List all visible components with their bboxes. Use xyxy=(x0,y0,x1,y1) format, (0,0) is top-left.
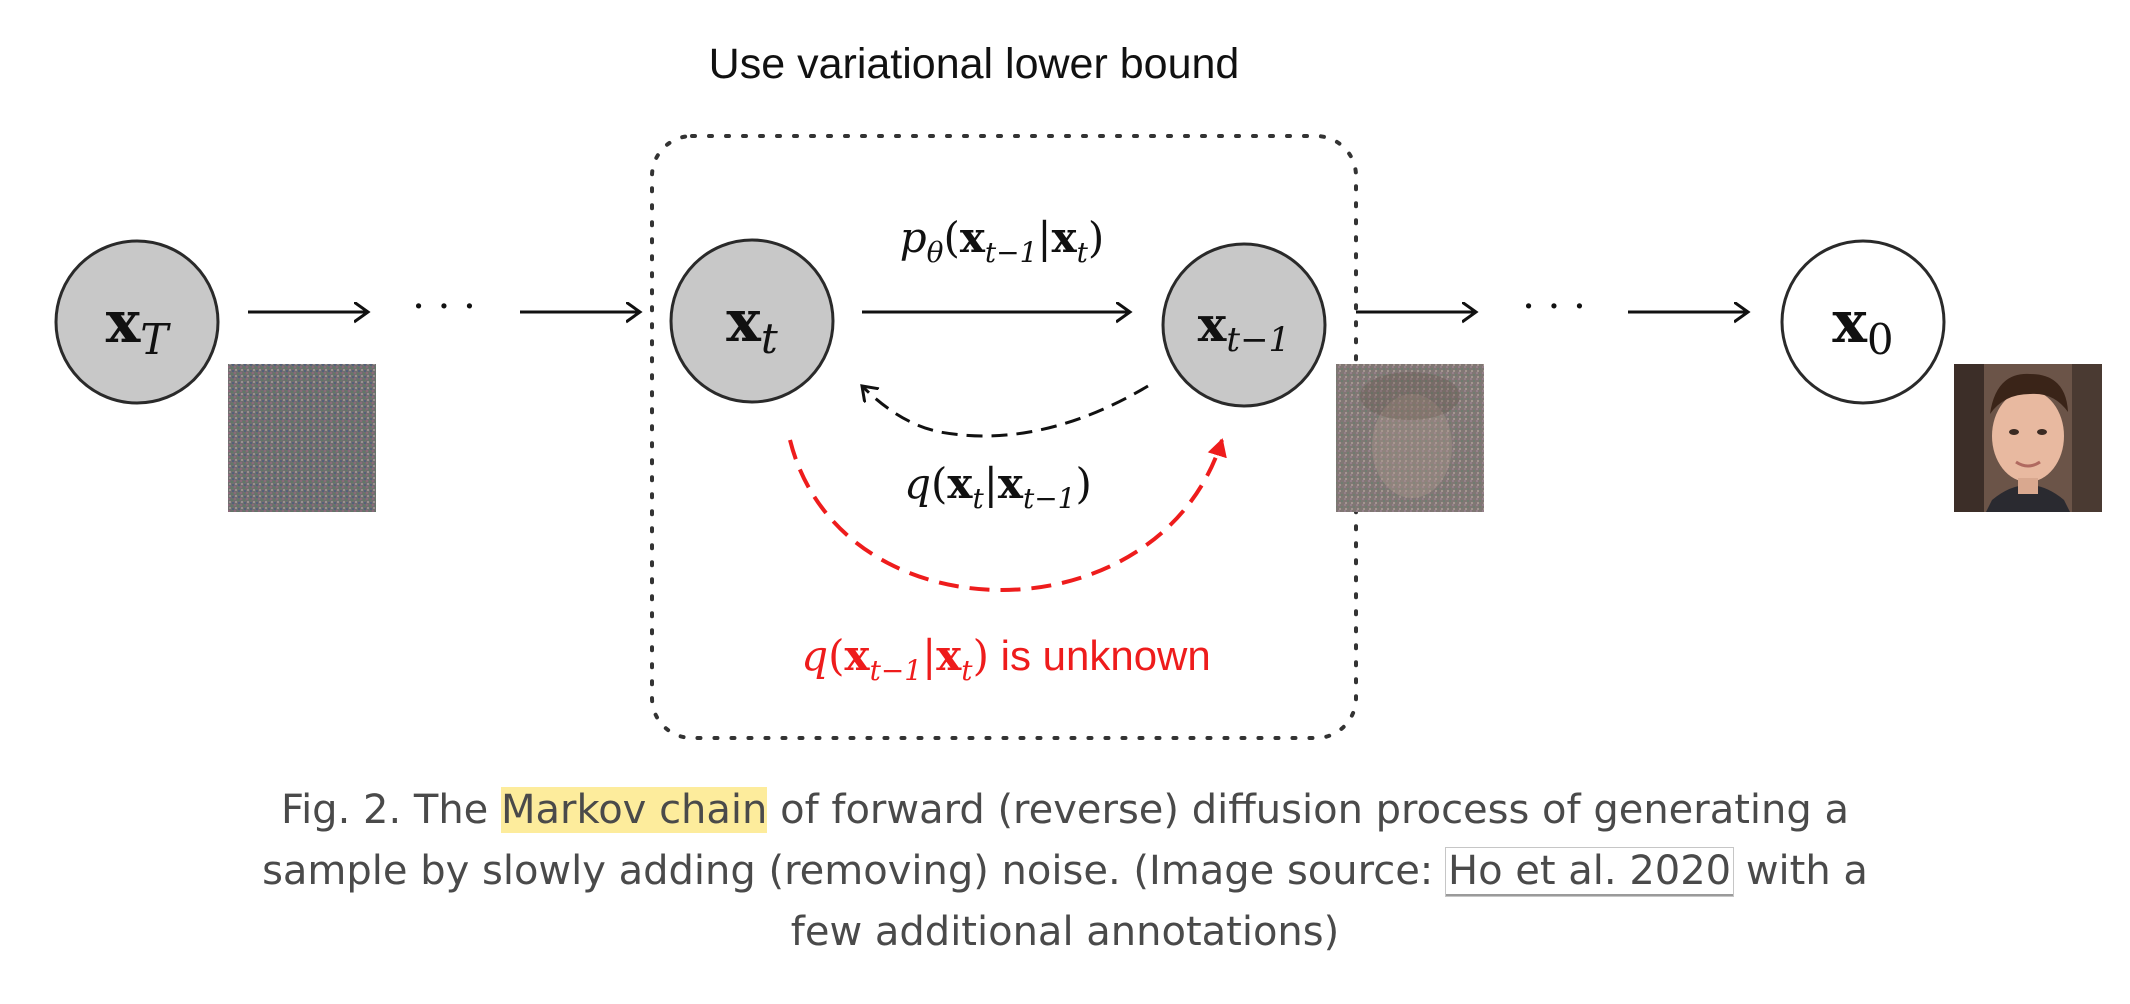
node-x-t: xt xyxy=(669,238,835,404)
forward-process-arrow xyxy=(862,386,1149,438)
label-b-sub: t xyxy=(1077,236,1089,269)
ellipsis-right: · · · xyxy=(1522,284,1586,330)
label-a-sub: t−1 xyxy=(985,236,1038,269)
node-x-0-sub: 0 xyxy=(1867,315,1894,364)
svg-text:x0: x0 xyxy=(1832,288,1893,364)
flabel-b-sub: t−1 xyxy=(1023,482,1076,515)
node-x-T: xT xyxy=(54,239,220,405)
pure-noise-image xyxy=(228,364,376,512)
node-x-t1-sub: t−1 xyxy=(1226,320,1290,360)
ulabel-suffix: is unknown xyxy=(989,632,1211,679)
flabel-a: x xyxy=(947,459,973,508)
label-close: ) xyxy=(1088,213,1104,262)
caption-before: Fig. 2. The xyxy=(280,787,501,833)
flabel-close: ) xyxy=(1075,459,1091,508)
node-x-t-minus-1: xt−1 xyxy=(1161,242,1327,408)
diffusion-markov-chain-diagram: Use variational lower bound xT · · · xt … xyxy=(54,40,2102,740)
svg-text:xt: xt xyxy=(726,287,778,363)
partially-noisy-image xyxy=(1336,364,1484,512)
unknown-posterior-arrow xyxy=(788,438,1227,592)
figure-caption: Fig. 2. The Markov chain of forward (rev… xyxy=(240,780,1890,963)
forward-process-label: q(xt|xt−1) xyxy=(904,459,1092,515)
node-x-0: x0 xyxy=(1780,239,1946,405)
lower-bound-box xyxy=(650,134,1358,740)
flabel-bar: | xyxy=(984,459,998,508)
node-x-t-sub: t xyxy=(761,314,778,363)
clean-face-image xyxy=(1954,364,2102,512)
caption-middle: of forward (reverse) diffusion process o… xyxy=(262,787,1850,894)
ulabel-fn: q xyxy=(801,631,828,680)
ulabel-a: x xyxy=(845,631,871,680)
svg-text:xt−1: xt−1 xyxy=(1198,297,1290,360)
flabel-b: x xyxy=(998,459,1024,508)
unknown-posterior-label: q(xt−1|xt) is unknown xyxy=(801,631,1211,687)
ulabel-bar: | xyxy=(922,631,936,680)
node-x-t-main: x xyxy=(726,287,761,355)
caption-highlight: Markov chain xyxy=(501,787,768,833)
node-x-0-main: x xyxy=(1832,288,1867,356)
flabel-fn: q xyxy=(904,459,931,508)
flabel-a-sub: t xyxy=(972,482,984,515)
node-x-t1-main: x xyxy=(1198,297,1227,353)
flabel-open: ( xyxy=(931,459,947,508)
top-label: Use variational lower bound xyxy=(709,40,1240,88)
ulabel-b: x xyxy=(936,631,962,680)
caption-after: with a few additional annotations) xyxy=(790,848,1868,955)
ulabel-b-sub: t xyxy=(961,654,973,687)
label-fn: p xyxy=(900,213,927,262)
reverse-process-label: pθ(xt−1|xt) xyxy=(900,213,1105,269)
caption-reference-link[interactable]: Ho et al. 2020 xyxy=(1444,847,1735,897)
ulabel-a-sub: t−1 xyxy=(870,654,923,687)
label-b: x xyxy=(1052,213,1078,262)
ulabel-close: ) xyxy=(973,631,989,680)
label-fn-sub: θ xyxy=(927,236,944,269)
svg-text:xT: xT xyxy=(106,288,172,364)
ulabel-open: ( xyxy=(828,631,844,680)
node-x-T-main: x xyxy=(106,288,141,356)
ellipsis-left: · · · xyxy=(412,284,476,330)
label-bar: | xyxy=(1037,213,1051,262)
label-a: x xyxy=(960,213,986,262)
label-open: ( xyxy=(943,213,959,262)
node-x-T-sub: T xyxy=(140,315,171,364)
